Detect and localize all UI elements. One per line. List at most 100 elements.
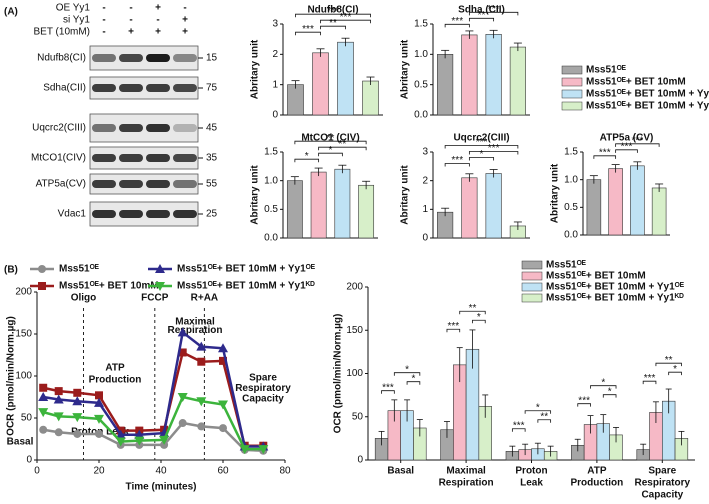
significance-bracket	[472, 319, 486, 324]
y-tick-label: 0.5	[264, 204, 278, 215]
data-point	[160, 440, 169, 449]
blot-band	[119, 54, 143, 62]
legend-label: Mss51ᴼᴱ+ BET 10mM + Yy1ᴷᴰ	[586, 101, 709, 112]
bar	[310, 171, 327, 239]
chart-title: ATP5a (CV)	[600, 133, 654, 144]
significance-bracket	[406, 381, 421, 385]
y-axis-label: Abritary unit	[250, 39, 261, 99]
blot-row-label: MtCO1(CIV)	[31, 153, 86, 164]
panel-label: (B)	[4, 265, 18, 276]
blot-band	[146, 180, 170, 188]
data-point	[134, 429, 145, 439]
y-tick-label: 3	[272, 19, 278, 30]
condition-label: si Yy1	[63, 15, 90, 26]
blot-row-label: Vdac1	[58, 209, 87, 220]
significance-bracket	[602, 394, 617, 398]
condition-mark: -	[102, 27, 105, 38]
kda-label: 15	[206, 53, 218, 64]
legend-swatch	[561, 89, 583, 99]
bar	[362, 80, 379, 116]
data-point	[239, 445, 250, 455]
blot-band	[146, 124, 170, 132]
x-tick-label: ATP	[587, 466, 607, 477]
blot-band	[92, 124, 116, 132]
significance-label: ***	[644, 373, 656, 384]
y-tick-label: 0.0	[264, 233, 278, 244]
legend-swatch	[561, 101, 583, 111]
data-point	[177, 327, 188, 337]
significance-label: **	[469, 303, 477, 314]
significance-label: ***	[448, 321, 460, 332]
bar	[358, 184, 375, 239]
kda-label: 45	[206, 123, 218, 134]
y-tick-label: 100	[346, 368, 363, 379]
significance-label: *	[536, 402, 540, 413]
y-tick-label: 200	[346, 282, 363, 293]
data-point	[218, 400, 228, 410]
data-point	[53, 394, 64, 404]
significance-label: ***	[327, 6, 339, 17]
series-line	[42, 330, 264, 448]
significance-bracket	[446, 328, 461, 333]
y-tick-label: 1	[272, 79, 278, 90]
x-tick-label: Production	[571, 478, 624, 489]
bar	[586, 179, 602, 236]
y-tick-label: 0.5	[414, 79, 428, 90]
significance-bracket	[590, 385, 617, 389]
data-point	[73, 388, 82, 397]
series-line	[42, 395, 264, 451]
panel-label: (A)	[4, 7, 18, 18]
blot-band	[92, 84, 116, 92]
significance-label: **	[665, 355, 673, 366]
significance-label: *	[411, 373, 415, 384]
legend-label: Mss51ᴼᴱ+ BET 10mM	[546, 271, 646, 282]
condition-mark: +	[128, 27, 134, 38]
injection-label: R+AA	[191, 293, 219, 304]
condition-mark: +	[155, 3, 161, 14]
blot-row-label: Ndufb8(CI)	[37, 53, 86, 64]
significance-label: ***	[476, 137, 488, 148]
data-point	[178, 348, 187, 357]
injection-label: FCCP	[141, 293, 169, 304]
condition-mark: +	[182, 27, 188, 38]
significance-bracket	[459, 310, 486, 315]
data-point	[95, 429, 103, 438]
data-point	[178, 419, 187, 428]
y-tick-label: 200	[15, 287, 32, 298]
significance-label: *	[601, 377, 605, 388]
significance-label: *	[608, 386, 612, 397]
condition-mark: +	[155, 27, 161, 38]
blot-band	[146, 84, 170, 92]
blot-band	[119, 124, 143, 132]
bar	[485, 173, 502, 239]
significance-label: *	[477, 312, 481, 323]
data-point	[196, 341, 207, 351]
blot-band	[119, 84, 143, 92]
data-point	[72, 413, 83, 423]
x-tick-label: Proton	[515, 466, 547, 477]
kda-label: 35	[206, 153, 218, 164]
significance-bracket	[320, 19, 371, 24]
significance-label: ***	[599, 147, 611, 158]
significance-label: **	[329, 18, 337, 29]
y-tick-label: 0.0	[564, 230, 578, 241]
significance-label: ***	[451, 155, 463, 166]
condition-mark: -	[129, 15, 132, 26]
x-tick-label: 0	[34, 466, 40, 477]
significance-bracket	[668, 371, 682, 376]
x-tick-label: Respiration	[439, 478, 494, 489]
x-tick-label: Leak	[520, 478, 543, 489]
significance-label: ***	[451, 16, 463, 27]
significance-bracket	[444, 163, 470, 167]
bar	[461, 34, 478, 116]
significance-bracket	[294, 140, 367, 145]
blot-band	[119, 154, 143, 162]
x-tick-label: Spare	[648, 466, 676, 477]
x-tick-label: 20	[93, 466, 105, 477]
blot-band	[173, 210, 197, 218]
blot-band	[146, 210, 170, 218]
legend-marker	[38, 265, 46, 273]
y-tick-label: 2	[272, 49, 278, 60]
bar	[287, 84, 304, 116]
